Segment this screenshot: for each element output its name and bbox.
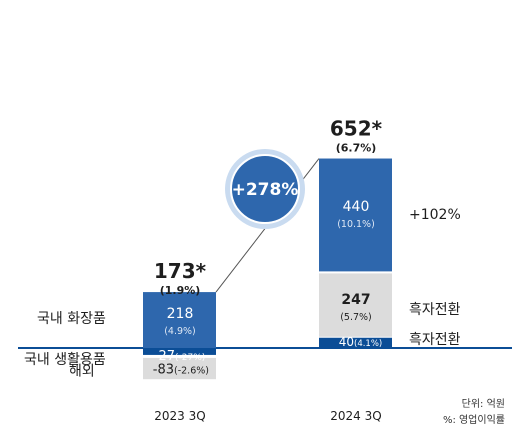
bar-domestic-household-2024 [319,337,392,348]
growth-badge [230,154,300,224]
note-cosmetics-growth: +102% [409,207,461,223]
bar-domestic-cosmetics-2023 [143,292,216,348]
total-margin-2024: (6.7%) [336,142,377,155]
value-label-cosmetics-2023: 218 [167,306,194,322]
legend-overseas: 해외 [69,364,95,380]
bar-overseas-2023 [143,357,216,380]
bar-domestic-cosmetics-2024 [319,158,392,272]
note-overseas-turnaround: 흑자전환 [409,301,461,318]
bar-overseas-2024 [319,273,392,337]
value-label-household-2023: -27 [154,349,175,364]
margin-label-household-2024: (4.1%) [354,339,382,349]
note-household-turnaround: 흑자전환 [409,331,461,348]
margin-label-cosmetics-2023: (4.9%) [164,326,196,337]
bar-domestic-household-2023 [143,348,216,355]
category-label-2023: 2023 3Q [154,409,205,423]
value-label-household-2024: 40 [339,335,354,349]
value-label-cosmetics-2024: 440 [343,199,370,215]
margin-label-overseas-2024: (5.7%) [340,312,372,323]
total-label-2023: 173* [154,259,207,283]
category-label-2024: 2024 3Q [330,409,381,423]
legend-domestic-household: 국내 생활용품 [24,352,106,368]
total-margin-2023: (1.9%) [160,284,201,297]
total-label-2024: 652* [330,117,383,141]
legend-domestic-cosmetics: 국내 화장품 [37,311,106,327]
value-label-overseas-2023: -83 [153,363,174,378]
margin-label-household-2023: (-27%) [175,353,205,363]
growth-badge-label: +278% [232,180,299,200]
value-label-overseas-2024: 247 [341,292,370,308]
unit-note: 단위: 억원 [462,397,505,410]
margin-label-overseas-2023: (-2.6%) [174,366,209,377]
margin-note: %: 영업이익률 [443,413,505,426]
margin-label-cosmetics-2024: (10.1%) [337,219,375,230]
